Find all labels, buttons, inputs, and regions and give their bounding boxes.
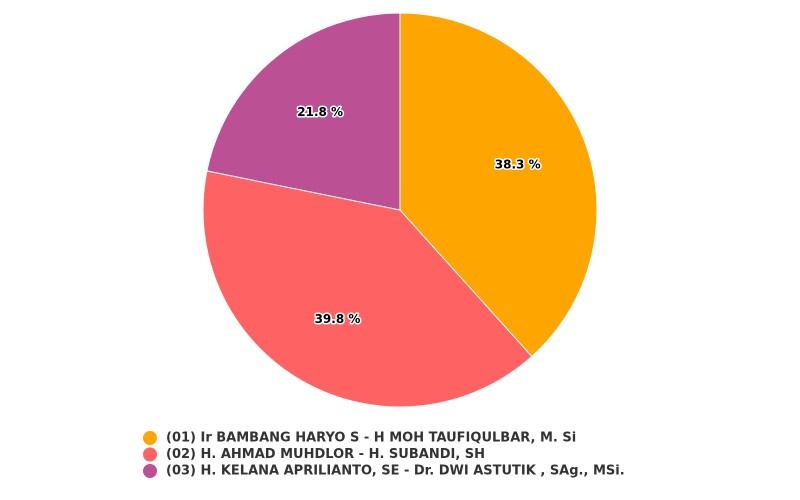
legend-marker — [143, 431, 157, 445]
legend-label: (03) H. KELANA APRILIANTO, SE - Dr. DWI … — [166, 464, 625, 479]
legend-marker — [143, 464, 157, 478]
data-label: 39.8 % — [315, 312, 361, 326]
data-label: 21.8 % — [297, 105, 343, 119]
pie-slice — [399, 12, 598, 358]
pie-slice — [202, 170, 533, 408]
legend-marker — [143, 447, 157, 462]
legend-label: (02) H. AHMAD MUHDLOR - H. SUBANDI, SH — [166, 447, 485, 462]
pie-slice — [206, 12, 401, 211]
legend-label: (01) Ir BAMBANG HARYO S - H MOH TAUFIQUL… — [166, 431, 576, 446]
data-label: 38.3 % — [495, 157, 541, 171]
